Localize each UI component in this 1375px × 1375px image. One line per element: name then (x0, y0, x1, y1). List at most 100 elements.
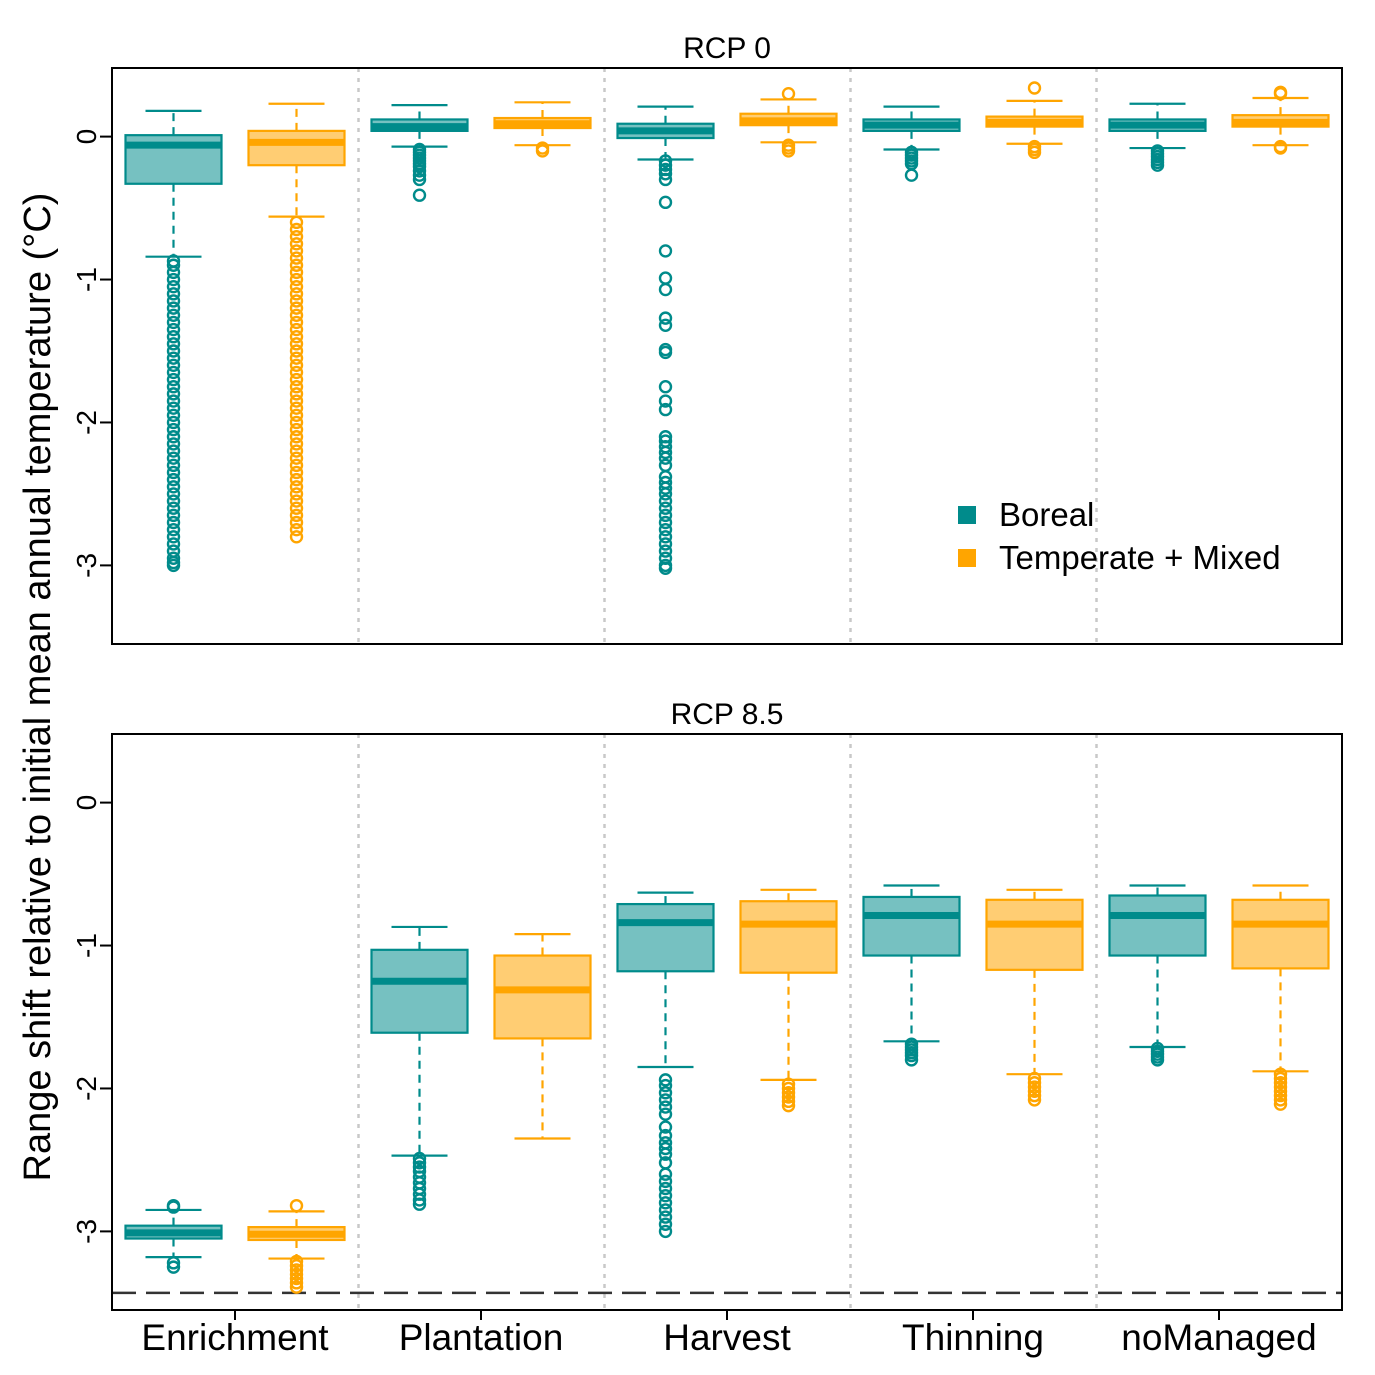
panel-title: RCP 0 (683, 32, 771, 65)
box-temperate-mixed-thinning (985, 888, 1084, 1107)
outlier-point (781, 1081, 796, 1096)
outlier-point (289, 365, 304, 380)
outlier-point (289, 337, 304, 351)
outlier-point (166, 294, 181, 308)
outlier-point (412, 168, 427, 182)
outlier-point (289, 265, 304, 280)
outlier-point (658, 522, 673, 537)
outlier-point (289, 358, 304, 372)
outlier-point (658, 1141, 673, 1156)
outlier-point (289, 458, 304, 473)
box-boreal-harvest (616, 891, 715, 1239)
box-body (1108, 894, 1207, 957)
outlier-point (658, 318, 673, 332)
outlier-point (289, 258, 304, 272)
y-tick-label: -3 (71, 553, 102, 578)
outlier-point (289, 237, 304, 251)
outlier-point (1273, 1097, 1288, 1111)
outlier-point (658, 1078, 673, 1093)
outlier-point (289, 351, 304, 365)
box-boreal-enrichment (124, 1198, 223, 1274)
outlier-point (289, 1280, 304, 1294)
outlier-point (166, 308, 181, 322)
box-boreal-thinning (862, 884, 961, 1067)
outlier-point (781, 1086, 796, 1100)
outlier-point (166, 487, 181, 501)
outlier-point (658, 1120, 673, 1134)
outlier-point (166, 258, 181, 272)
box-body (862, 895, 961, 957)
legend-label-temperate-mixed: Temperate + Mixed (999, 539, 1281, 576)
outlier-point (1027, 1088, 1042, 1103)
outlier-point (166, 558, 181, 573)
x-tick-label-plantation: Plantation (399, 1317, 564, 1358)
outlier-point (289, 1263, 304, 1277)
outlier-point (166, 394, 181, 408)
outlier-point (166, 265, 181, 280)
outlier-point (289, 287, 304, 301)
outlier-point (1027, 81, 1042, 95)
outlier-point (412, 172, 427, 187)
outlier-point (289, 372, 304, 387)
outlier-point (658, 402, 673, 417)
outlier-point (658, 494, 673, 508)
outlier-point (166, 1256, 181, 1270)
outlier-point (289, 437, 304, 451)
outlier-point (289, 408, 304, 423)
outlier-point (289, 494, 304, 508)
x-tick-label-thinning: Thinning (902, 1317, 1044, 1358)
outlier-point (289, 272, 304, 287)
outlier-point (166, 444, 181, 458)
outlier-point (658, 244, 673, 258)
outlier-point (658, 530, 673, 544)
outlier-point (289, 1276, 304, 1290)
outlier-point (289, 215, 304, 230)
y-tick-label: 0 (71, 129, 102, 145)
box-temperate-mixed-harvest (739, 87, 838, 158)
outlier-point (781, 1098, 796, 1113)
outlier-point (1273, 1067, 1288, 1081)
outlier-point (658, 394, 673, 408)
outlier-point (289, 308, 304, 322)
outlier-point (658, 1128, 673, 1143)
box-body (985, 898, 1084, 971)
y-axis-label: Range shift relative to initial mean ann… (17, 193, 59, 1182)
outlier-point (289, 1198, 304, 1213)
outlier-point (289, 444, 304, 458)
box-boreal-plantation (370, 925, 469, 1211)
outlier-point (1273, 141, 1288, 155)
outlier-point (658, 458, 673, 473)
outlier-point (289, 322, 304, 337)
outlier-point (658, 1174, 673, 1189)
outlier-point (289, 522, 304, 537)
outlier-point (166, 301, 181, 315)
box-boreal-nomanaged (1108, 884, 1207, 1067)
outlier-point (289, 1258, 304, 1273)
outlier-point (658, 282, 673, 297)
outlier-point (658, 167, 673, 181)
outlier-point (658, 487, 673, 501)
outlier-point (1027, 1084, 1042, 1099)
box-boreal-nomanaged (1108, 102, 1207, 172)
box-temperate-mixed-enrichment (247, 102, 346, 544)
outlier-point (781, 1090, 796, 1104)
box-temperate-mixed-harvest (739, 888, 838, 1113)
outlier-point (289, 530, 304, 544)
outlier-point (289, 301, 304, 315)
outlier-point (166, 344, 181, 358)
panel-rcp-8-5: RCP 8.5 0 -1 -2 -3 (71, 698, 1343, 1311)
outlier-point (781, 87, 796, 101)
outlier-point (166, 422, 181, 437)
outlier-point (166, 1200, 181, 1214)
outlier-point (166, 494, 181, 508)
outlier-point (166, 358, 181, 372)
y-tick-label: -1 (71, 933, 102, 958)
outlier-point (289, 1271, 304, 1286)
outlier-point (289, 315, 304, 330)
outlier-point (289, 415, 304, 430)
box-temperate-mixed-plantation (493, 932, 592, 1140)
outlier-point (289, 344, 304, 358)
outlier-point (658, 508, 673, 523)
outlier-point (289, 380, 304, 394)
outlier-point (289, 222, 304, 237)
